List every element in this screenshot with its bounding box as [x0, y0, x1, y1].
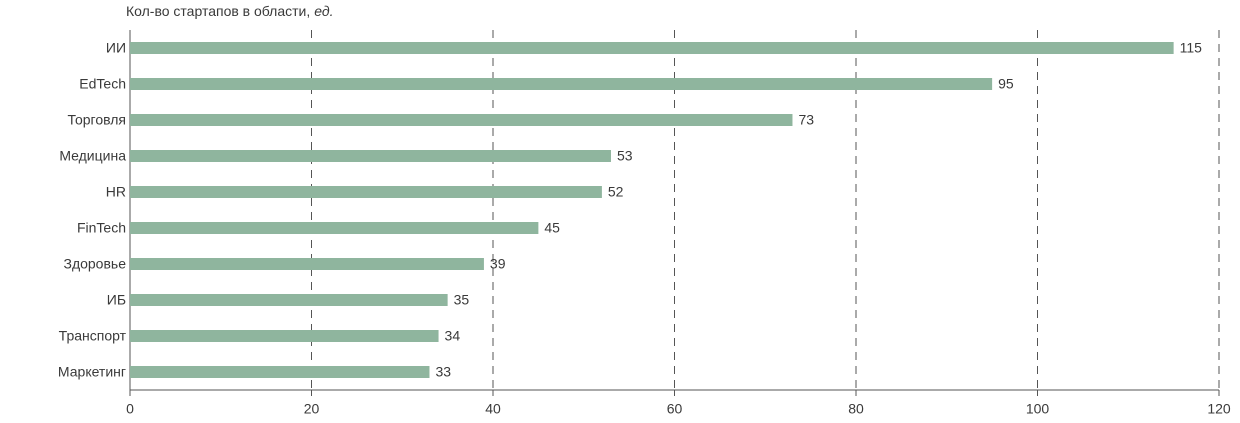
value-label: 45	[544, 220, 560, 236]
title-unit: ед.	[314, 3, 333, 19]
y-tick-label: Здоровье	[63, 256, 126, 272]
value-label: 39	[490, 256, 506, 272]
value-label: 95	[998, 76, 1014, 92]
value-label: 52	[608, 184, 624, 200]
bar	[130, 114, 793, 126]
y-tick-label: ИИ	[106, 40, 126, 56]
bar	[130, 294, 448, 306]
title-text: Кол-во стартапов в области,	[126, 3, 310, 19]
value-label: 34	[445, 328, 461, 344]
y-tick-label: Медицина	[59, 148, 126, 164]
bar	[130, 78, 993, 90]
y-tick-label: Транспорт	[59, 328, 127, 344]
y-tick-label: ИБ	[107, 292, 126, 308]
bar	[130, 150, 611, 162]
value-label: 73	[798, 112, 814, 128]
x-tick-label: 0	[126, 401, 134, 417]
x-tick-label: 80	[848, 401, 864, 417]
value-label: 115	[1180, 40, 1203, 56]
bar	[130, 222, 539, 234]
x-tick-label: 20	[304, 401, 320, 417]
bar	[130, 330, 439, 342]
x-tick-label: 60	[667, 401, 683, 417]
x-tick-label: 120	[1207, 401, 1231, 417]
x-tick-label: 40	[485, 401, 501, 417]
y-tick-label: EdTech	[79, 76, 126, 92]
value-label: 53	[617, 148, 633, 164]
bar	[130, 42, 1174, 54]
chart-title: Кол-во стартапов в области, ед.	[126, 3, 334, 19]
value-label: 35	[454, 292, 470, 308]
bar	[130, 366, 430, 378]
y-tick-label: FinTech	[77, 220, 126, 236]
y-tick-label: Торговля	[68, 112, 126, 128]
bar	[130, 186, 602, 198]
value-label: 33	[435, 364, 451, 380]
y-tick-label: HR	[106, 184, 126, 200]
x-tick-label: 100	[1026, 401, 1050, 417]
y-tick-label: Маркетинг	[58, 364, 126, 380]
bar	[130, 258, 484, 270]
